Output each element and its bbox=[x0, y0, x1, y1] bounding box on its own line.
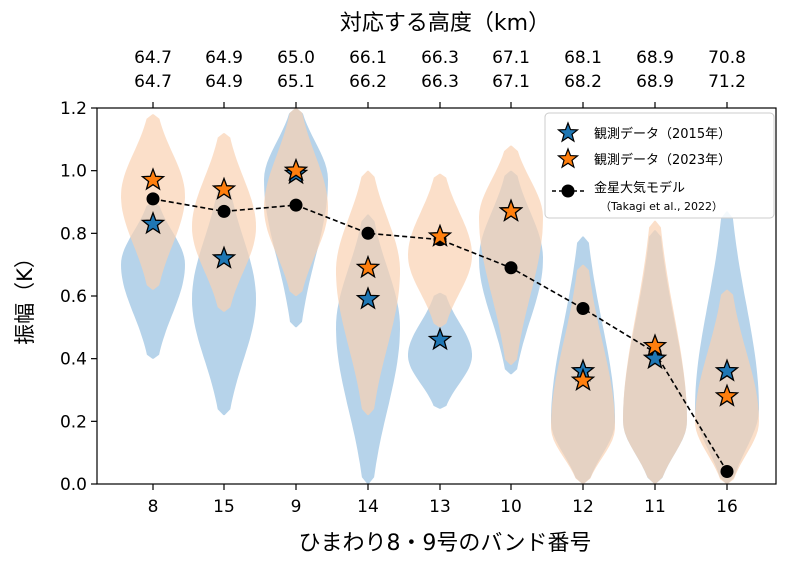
top-tick-label-row2: 67.1 bbox=[492, 72, 530, 92]
star-marker-layer bbox=[140, 157, 740, 407]
star-2023-band-14 bbox=[355, 254, 381, 279]
top-tick-label-row1: 64.9 bbox=[205, 48, 243, 68]
violin-2023-band-15 bbox=[192, 133, 256, 312]
top-tick-label-row2: 68.2 bbox=[564, 72, 602, 92]
legend-star-2015-shape bbox=[556, 121, 580, 143]
y-axis-title: 振幅（K） bbox=[13, 247, 37, 345]
star-2023-band-12 bbox=[570, 367, 596, 392]
top-tick-label-row1: 70.8 bbox=[708, 48, 746, 68]
star-2023-band-9 bbox=[283, 157, 309, 182]
y-tick-label: 0.6 bbox=[60, 287, 87, 307]
model-point-band-12 bbox=[576, 302, 590, 315]
top-tick-label-row2: 71.2 bbox=[708, 72, 746, 92]
x-axis-title: ひまわり8・9号のバンド番号 bbox=[298, 531, 591, 556]
violin-2015-band-13 bbox=[408, 292, 472, 409]
star-2015-band-14 bbox=[355, 286, 381, 310]
model-point-band-16 bbox=[720, 465, 734, 478]
star-2015-band-15 bbox=[211, 245, 237, 269]
star-2015-band-13 bbox=[427, 327, 453, 351]
y-tick-label: 0.2 bbox=[60, 412, 87, 432]
top-tick-label-row2: 68.9 bbox=[636, 72, 674, 92]
model-dashed-line bbox=[152, 198, 728, 472]
model-point-band-8 bbox=[146, 192, 160, 206]
x-axis: 8 15 9 14 13 10 12 11 16 bbox=[148, 484, 738, 517]
violin-2023-band-10 bbox=[479, 145, 543, 365]
star-2023-band-10 bbox=[498, 198, 524, 222]
top-tick-label-row2: 65.1 bbox=[277, 72, 315, 92]
y-tick-label: 0.4 bbox=[60, 350, 87, 370]
star-2023-band-11 bbox=[642, 333, 668, 357]
legend-model-marker-icon bbox=[561, 184, 575, 198]
top-tick-label-row2: 64.9 bbox=[205, 72, 243, 92]
model-point-band-10 bbox=[504, 261, 518, 275]
star-2023-band-13 bbox=[427, 223, 453, 247]
x-tick-label: 14 bbox=[357, 497, 379, 517]
top-tick-label-row1: 66.1 bbox=[349, 48, 387, 68]
x-tick-label: 11 bbox=[644, 497, 666, 517]
x-tick-label: 8 bbox=[148, 497, 159, 517]
top-tick-label-row1: 67.1 bbox=[492, 48, 530, 68]
star-2023-band-8 bbox=[140, 167, 166, 191]
star-2023-band-16 bbox=[714, 383, 740, 407]
legend-label-2023: 観測データ（2023年） bbox=[594, 152, 731, 168]
model-point-band-14 bbox=[361, 226, 375, 240]
y-tick-label: 0.8 bbox=[60, 224, 87, 244]
legend-star-2023-icon bbox=[556, 147, 580, 169]
legend-box bbox=[544, 112, 775, 219]
legend-label-model-source: （Takagi et al., 2022） bbox=[600, 200, 723, 213]
violin-2023-band-13 bbox=[408, 173, 472, 328]
x-tick-label: 9 bbox=[291, 497, 302, 517]
top-altitude-axis: 64.7 64.7 64.9 64.9 65.0 65.1 66.1 66.2 66.3 66.3… bbox=[134, 48, 746, 108]
top-tick-label-row1: 65.0 bbox=[277, 48, 315, 68]
legend-star-2023-shape bbox=[556, 147, 580, 169]
top-axis-title: 対応する高度（km） bbox=[340, 11, 550, 36]
top-tick-label-row2: 66.3 bbox=[421, 72, 459, 92]
model-point-band-9 bbox=[289, 198, 303, 212]
model-point-band-15 bbox=[217, 204, 231, 218]
legend-label-2015: 観測データ（2015年） bbox=[594, 126, 731, 142]
top-tick-label-row1: 64.7 bbox=[134, 48, 172, 68]
legend-label-model: 金星大気モデル bbox=[594, 180, 685, 196]
y-axis: 0.0 0.2 0.4 0.6 0.8 1.0 1.2 bbox=[60, 99, 97, 495]
y-tick-label: 1.0 bbox=[60, 162, 87, 182]
legend: 観測データ（2015年） 観測データ（2023年） 金星大気モデル （Takag… bbox=[544, 112, 775, 219]
star-2023-band-15 bbox=[211, 176, 237, 200]
x-tick-label: 15 bbox=[213, 497, 235, 517]
top-tick-label-row2: 66.2 bbox=[349, 72, 387, 92]
top-tick-label-row2: 64.7 bbox=[134, 72, 172, 92]
star-2015-band-8 bbox=[140, 211, 166, 235]
top-tick-label-row1: 66.3 bbox=[421, 48, 459, 68]
y-tick-label: 1.2 bbox=[60, 99, 87, 119]
y-tick-label: 0.0 bbox=[60, 475, 87, 495]
x-tick-label: 13 bbox=[429, 497, 451, 517]
star-2015-band-11 bbox=[642, 345, 668, 370]
x-tick-label: 10 bbox=[500, 497, 522, 517]
legend-star-2015-icon bbox=[556, 121, 580, 143]
x-tick-label: 16 bbox=[716, 497, 738, 517]
top-tick-label-row1: 68.9 bbox=[636, 48, 674, 68]
top-tick-label-row1: 68.1 bbox=[564, 48, 602, 68]
star-2015-band-16 bbox=[714, 358, 740, 382]
x-tick-label: 12 bbox=[572, 497, 594, 517]
